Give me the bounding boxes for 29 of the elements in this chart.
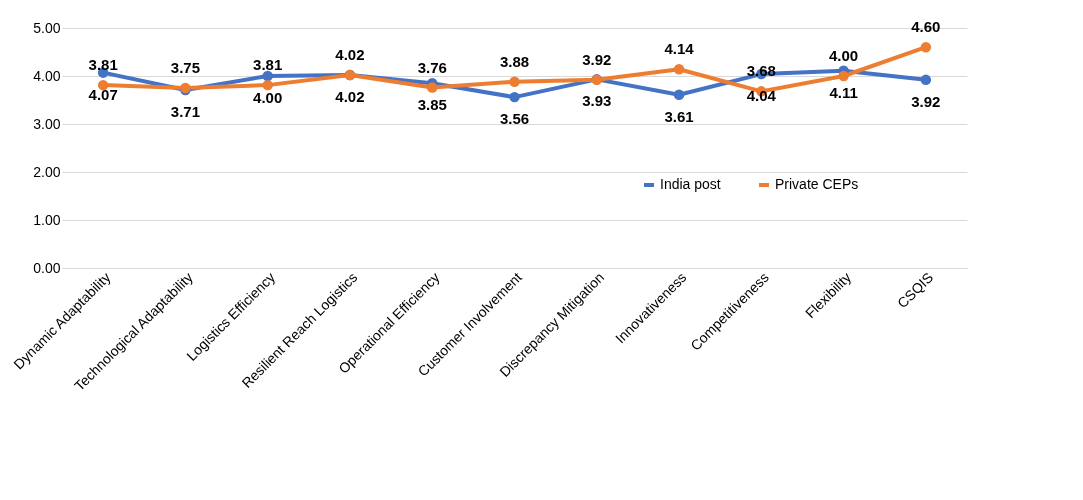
data-label: 3.92 <box>582 50 612 68</box>
data-label: 3.88 <box>499 52 530 70</box>
data-label: 4.00 <box>253 89 283 106</box>
y-tick-label: 3.00 <box>33 115 61 132</box>
data-label: 3.85 <box>417 96 447 114</box>
data-label: 4.07 <box>88 85 118 103</box>
data-label: 3.76 <box>417 58 447 76</box>
data-label: 3.81 <box>253 56 283 74</box>
data-label: 3.92 <box>911 92 941 110</box>
legend-label: Private CEPs <box>775 176 859 192</box>
data-label: 4.14 <box>664 40 695 58</box>
y-tick-label: 5.00 <box>33 19 61 36</box>
data-label: 3.93 <box>582 92 612 110</box>
legend-label: India post <box>660 176 721 192</box>
y-tick-label: 4.00 <box>33 67 61 84</box>
data-label: 4.00 <box>828 47 859 64</box>
data-label: 3.75 <box>170 59 201 76</box>
data-label: 4.02 <box>335 88 365 106</box>
data-label: 3.61 <box>664 107 694 125</box>
y-tick-label: 0.00 <box>33 259 61 276</box>
data-label: 3.56 <box>499 110 530 128</box>
data-label: 4.02 <box>335 46 365 64</box>
data-label: 4.04 <box>746 87 777 105</box>
data-label: 4.60 <box>911 18 941 36</box>
y-tick-label: 2.00 <box>33 163 61 180</box>
data-label: 3.81 <box>88 56 118 74</box>
data-label: 4.11 <box>829 83 858 101</box>
y-tick-label: 1.00 <box>33 211 61 228</box>
data-label: 3.71 <box>170 102 201 120</box>
